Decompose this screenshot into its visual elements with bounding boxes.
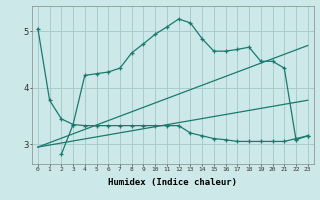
X-axis label: Humidex (Indice chaleur): Humidex (Indice chaleur) [108, 178, 237, 187]
